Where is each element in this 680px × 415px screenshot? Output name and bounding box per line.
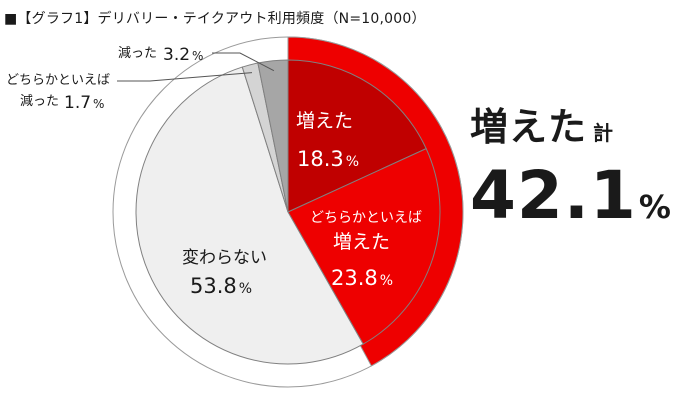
slice-value-2: 23.8% bbox=[331, 266, 393, 290]
slice-label-4-line1: どちらかといえば bbox=[6, 73, 110, 88]
chart-title: ■【グラフ1】デリバリー・テイクアウト利用頻度（N=10,000） bbox=[4, 11, 426, 27]
increase-total-unit: % bbox=[638, 188, 672, 226]
slice-label-2-line1: どちらかといえば bbox=[310, 210, 422, 226]
slice-label-3: 変わらない bbox=[182, 248, 267, 268]
increase-total-label-main: 増えた bbox=[470, 105, 588, 149]
leader-line-5 bbox=[212, 52, 275, 72]
slice-value-5: 3.2% bbox=[163, 45, 203, 65]
pie-slice-2 bbox=[287, 147, 441, 345]
slice-value-4: 1.7% bbox=[64, 93, 104, 113]
leader-line-layer bbox=[117, 52, 275, 82]
pie-slice-3 bbox=[135, 66, 364, 365]
slice-label-1: 増えた bbox=[296, 110, 353, 132]
slice-label-5: 減った bbox=[118, 45, 157, 61]
slice-label-4-line2: 減った bbox=[20, 93, 59, 109]
slice-value-1: 18.3% bbox=[297, 147, 359, 171]
slice-value-3: 53.8% bbox=[190, 274, 252, 298]
pie-slice-5 bbox=[257, 59, 289, 213]
leader-line-4 bbox=[117, 72, 253, 82]
increase-total-value: 42.1% bbox=[470, 157, 675, 234]
increase-total-label-suffix: 計 bbox=[593, 121, 615, 145]
increase-total-callout: 増えた計 42.1% bbox=[470, 96, 675, 234]
slice-label-2-line2: 増えた bbox=[333, 231, 390, 253]
slice-layer bbox=[135, 59, 441, 365]
increase-total-label: 増えた計 bbox=[470, 96, 675, 151]
pie-slice-1 bbox=[287, 59, 427, 213]
increase-total-number: 42.1 bbox=[470, 157, 637, 234]
